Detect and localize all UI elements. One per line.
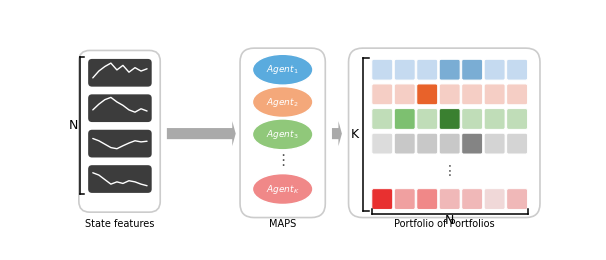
FancyBboxPatch shape — [88, 130, 152, 158]
FancyBboxPatch shape — [439, 109, 460, 129]
FancyBboxPatch shape — [240, 48, 325, 218]
FancyBboxPatch shape — [507, 84, 528, 105]
Text: N: N — [445, 214, 454, 227]
Ellipse shape — [253, 174, 313, 204]
FancyBboxPatch shape — [395, 84, 415, 105]
FancyBboxPatch shape — [507, 133, 528, 154]
FancyBboxPatch shape — [462, 189, 482, 210]
FancyBboxPatch shape — [395, 109, 415, 129]
FancyBboxPatch shape — [395, 189, 415, 210]
FancyBboxPatch shape — [507, 59, 528, 80]
Text: ⋮: ⋮ — [443, 164, 457, 178]
FancyBboxPatch shape — [417, 189, 438, 210]
FancyBboxPatch shape — [439, 189, 460, 210]
FancyBboxPatch shape — [395, 59, 415, 80]
FancyBboxPatch shape — [88, 165, 152, 193]
Text: $\mathit{Agent}_{3}$: $\mathit{Agent}_{3}$ — [267, 128, 299, 141]
Text: State features: State features — [85, 219, 154, 229]
FancyBboxPatch shape — [484, 109, 505, 129]
Ellipse shape — [253, 119, 313, 150]
FancyBboxPatch shape — [372, 59, 393, 80]
FancyBboxPatch shape — [417, 84, 438, 105]
FancyBboxPatch shape — [417, 109, 438, 129]
FancyBboxPatch shape — [88, 59, 152, 87]
Text: $\mathit{Agent}_{2}$: $\mathit{Agent}_{2}$ — [267, 95, 299, 108]
FancyBboxPatch shape — [507, 189, 528, 210]
FancyBboxPatch shape — [484, 84, 505, 105]
Text: $\mathit{Agent}_{1}$: $\mathit{Agent}_{1}$ — [267, 63, 299, 76]
FancyBboxPatch shape — [79, 50, 160, 212]
FancyBboxPatch shape — [395, 133, 415, 154]
Text: K: K — [351, 128, 359, 141]
FancyBboxPatch shape — [439, 133, 460, 154]
FancyBboxPatch shape — [439, 84, 460, 105]
Text: N: N — [68, 119, 78, 132]
FancyBboxPatch shape — [462, 84, 482, 105]
FancyBboxPatch shape — [484, 133, 505, 154]
FancyBboxPatch shape — [462, 59, 482, 80]
FancyBboxPatch shape — [417, 133, 438, 154]
FancyBboxPatch shape — [372, 109, 393, 129]
Ellipse shape — [253, 54, 313, 85]
FancyBboxPatch shape — [507, 109, 528, 129]
Text: Portfolio of Portfolios: Portfolio of Portfolios — [394, 219, 494, 229]
Ellipse shape — [253, 87, 313, 118]
Text: $\mathit{Agent}_{K}$: $\mathit{Agent}_{K}$ — [266, 183, 299, 196]
FancyBboxPatch shape — [439, 59, 460, 80]
FancyBboxPatch shape — [372, 189, 393, 210]
FancyBboxPatch shape — [484, 189, 505, 210]
FancyBboxPatch shape — [372, 133, 393, 154]
FancyBboxPatch shape — [417, 59, 438, 80]
FancyBboxPatch shape — [462, 133, 482, 154]
FancyBboxPatch shape — [88, 94, 152, 122]
FancyBboxPatch shape — [372, 84, 393, 105]
FancyBboxPatch shape — [462, 109, 482, 129]
FancyBboxPatch shape — [348, 48, 540, 218]
Text: ⋮: ⋮ — [275, 153, 290, 168]
Text: MAPS: MAPS — [269, 219, 296, 229]
FancyBboxPatch shape — [484, 59, 505, 80]
